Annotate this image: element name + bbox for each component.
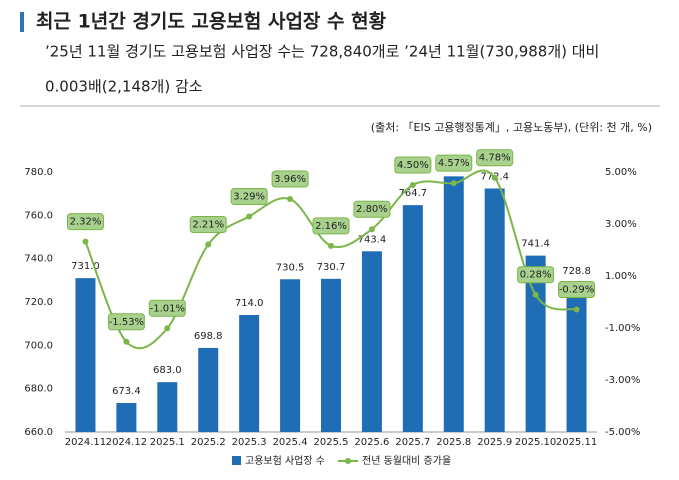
y-tick-label: 680.0 bbox=[24, 384, 53, 395]
line-point bbox=[123, 338, 130, 345]
x-tick-label: 2025.10 bbox=[515, 437, 556, 448]
y2-tick-label: 5.00% bbox=[605, 167, 637, 178]
x-tick-label: 2025.4 bbox=[273, 437, 308, 448]
bar-label: 728.8 bbox=[562, 266, 591, 277]
line-label: 2.32% bbox=[70, 217, 102, 228]
bar bbox=[484, 188, 505, 432]
bar bbox=[566, 282, 587, 432]
x-tick-label: 2025.6 bbox=[354, 437, 389, 448]
bar-label: 764.7 bbox=[399, 188, 428, 199]
bar bbox=[402, 205, 423, 432]
x-tick-label: 2025.11 bbox=[556, 437, 597, 448]
line-point bbox=[573, 306, 580, 313]
label-box bbox=[107, 313, 145, 331]
line-label: 0.28% bbox=[520, 270, 552, 281]
line-point bbox=[205, 241, 212, 248]
line-point bbox=[82, 238, 89, 245]
bar bbox=[239, 315, 260, 432]
bar-label: 730.5 bbox=[276, 262, 305, 273]
line-label: -1.01% bbox=[150, 303, 185, 314]
line-label: -1.53% bbox=[109, 317, 144, 328]
line-label: 4.50% bbox=[397, 160, 429, 171]
y2-tick-label: -5.00% bbox=[605, 427, 640, 438]
line-point bbox=[532, 291, 539, 298]
line-point bbox=[287, 196, 294, 203]
x-tick-label: 2025.7 bbox=[395, 437, 430, 448]
bar bbox=[443, 176, 464, 432]
bar-label: 741.4 bbox=[521, 239, 550, 250]
title-marker bbox=[20, 12, 24, 32]
line-point bbox=[450, 180, 457, 187]
line-label: 2.80% bbox=[356, 204, 388, 215]
legend-label: 고용보험 사업장 수 bbox=[245, 454, 325, 467]
label-box bbox=[476, 149, 514, 167]
x-tick-label: 2024.11 bbox=[65, 437, 106, 448]
line-label: -0.29% bbox=[559, 285, 594, 296]
x-tick-label: 2025.9 bbox=[477, 437, 512, 448]
y-tick-label: 720.0 bbox=[24, 297, 53, 308]
label-box bbox=[230, 187, 268, 205]
line-point bbox=[491, 174, 498, 181]
legend-label: 전년 동월대비 증가율 bbox=[362, 455, 451, 467]
label-box bbox=[271, 170, 309, 188]
line-label: 3.96% bbox=[274, 174, 306, 185]
x-tick-label: 2025.8 bbox=[436, 437, 471, 448]
bar bbox=[361, 251, 382, 432]
bar-label: 673.4 bbox=[112, 386, 141, 397]
line-point bbox=[164, 325, 171, 332]
legend-swatch bbox=[345, 458, 351, 464]
bar-label: 743.4 bbox=[358, 234, 387, 245]
bar bbox=[116, 402, 137, 432]
line-label: 3.29% bbox=[233, 191, 265, 202]
bar bbox=[75, 278, 96, 432]
y-tick-label: 700.0 bbox=[24, 340, 53, 351]
label-box bbox=[353, 200, 391, 218]
line-label: 4.78% bbox=[479, 153, 511, 164]
x-tick-label: 2024.12 bbox=[106, 437, 147, 448]
y-tick-label: 780.0 bbox=[24, 167, 53, 178]
legend-swatch bbox=[232, 456, 241, 465]
line-label: 4.57% bbox=[438, 158, 470, 169]
y2-tick-label: -1.00% bbox=[605, 323, 640, 334]
line-label: 2.16% bbox=[315, 221, 347, 232]
label-box bbox=[558, 281, 596, 299]
line-point bbox=[328, 242, 334, 249]
bar-label: 731.0 bbox=[71, 261, 100, 272]
bar-label: 683.0 bbox=[153, 365, 182, 376]
bar bbox=[280, 279, 301, 432]
y2-tick-label: 1.00% bbox=[605, 271, 637, 282]
bar bbox=[198, 347, 219, 432]
bar bbox=[321, 278, 341, 432]
bar-label: 730.7 bbox=[317, 262, 346, 273]
line-point bbox=[368, 226, 375, 233]
line-label: 2.21% bbox=[192, 220, 224, 231]
label-box bbox=[435, 154, 473, 172]
source: (출처: 「EIS 고용행정통계」, 고용노동부), (단위: 천 개, %) bbox=[371, 120, 652, 134]
label-box bbox=[189, 216, 227, 234]
x-tick-label: 2025.5 bbox=[314, 437, 349, 448]
y2-tick-label: -3.00% bbox=[605, 375, 640, 386]
y-tick-label: 740.0 bbox=[24, 254, 53, 265]
bar-label: 714.0 bbox=[235, 298, 264, 309]
label-box bbox=[312, 217, 350, 235]
label-box bbox=[148, 299, 186, 317]
y-tick-label: 760.0 bbox=[24, 210, 53, 221]
label-box bbox=[394, 156, 432, 174]
x-tick-label: 2025.1 bbox=[150, 437, 185, 448]
y2-tick-label: 3.00% bbox=[605, 219, 637, 230]
label-box bbox=[66, 213, 104, 231]
y-tick-label: 660.0 bbox=[24, 427, 53, 438]
subtitle: ’25년 11월 경기도 고용보험 사업장 수는 728,840개로 ’24년 … bbox=[45, 43, 599, 61]
x-tick-label: 2025.2 bbox=[191, 437, 226, 448]
line-point bbox=[246, 213, 253, 220]
x-tick-label: 2025.3 bbox=[232, 437, 267, 448]
bar-label: 698.8 bbox=[194, 331, 223, 342]
line-point bbox=[409, 182, 416, 188]
bar bbox=[157, 382, 178, 432]
chart-title: 최근 1년간 경기도 고용보험 사업장 수 현황 bbox=[36, 10, 387, 33]
label-box bbox=[517, 266, 555, 284]
subtitle: 0.003배(2,148개) 감소 bbox=[45, 78, 203, 96]
